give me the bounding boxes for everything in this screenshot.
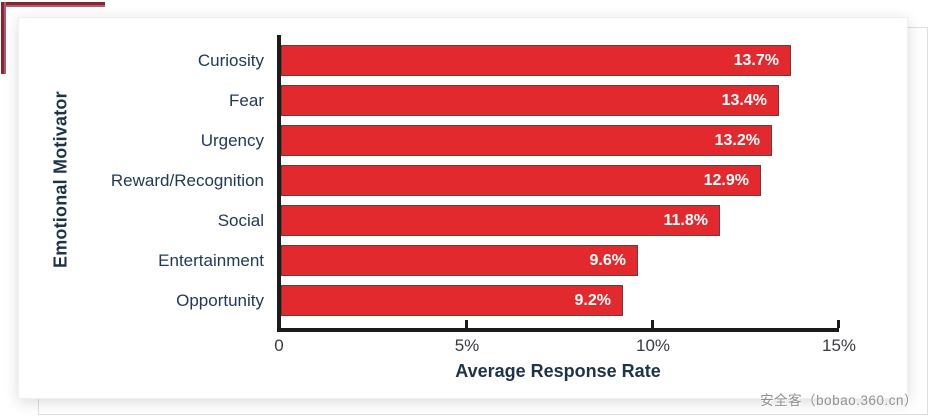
category-label: Fear — [229, 91, 264, 110]
x-axis-tick — [837, 320, 840, 328]
x-axis-title: Average Response Rate — [455, 361, 661, 381]
bar: 13.7% — [281, 45, 791, 76]
x-axis-tick-label: 10% — [635, 336, 671, 355]
bar: 13.4% — [281, 85, 779, 116]
bar-value-label: 11.8% — [663, 212, 708, 229]
category-label: Opportunity — [176, 291, 264, 310]
category-label: Entertainment — [158, 251, 264, 270]
corner-bracket-icon — [1, 2, 6, 74]
x-axis-tick-label: 5% — [454, 336, 480, 355]
category-label: Social — [217, 211, 264, 230]
bar-value-label: 12.9% — [703, 172, 749, 189]
bar-value-label: 9.2% — [574, 292, 611, 309]
watermark: 安全客（bobao.360.cn） — [760, 393, 918, 408]
x-axis-tick — [465, 320, 468, 328]
bar-value-label: 13.4% — [721, 92, 767, 109]
category-label: Urgency — [200, 131, 264, 150]
category-label: Reward/Recognition — [110, 171, 264, 190]
x-axis-tick-label: 0 — [274, 336, 284, 355]
x-axis-tick-label: 15% — [821, 336, 857, 355]
bar-value-label: 13.2% — [714, 132, 760, 149]
x-axis-tick — [651, 320, 654, 328]
corner-bracket-icon — [1, 2, 105, 7]
bar: 9.2% — [281, 285, 623, 316]
y-axis-line — [277, 35, 281, 332]
bar: 11.8% — [281, 205, 720, 236]
bar: 9.6% — [281, 245, 638, 276]
bar: 13.2% — [281, 125, 772, 156]
x-axis-line — [277, 328, 839, 332]
bar-value-label: 13.7% — [733, 52, 779, 69]
category-label: Curiosity — [197, 51, 264, 70]
bar-value-label: 9.6% — [589, 252, 626, 269]
bar: 12.9% — [281, 165, 761, 196]
